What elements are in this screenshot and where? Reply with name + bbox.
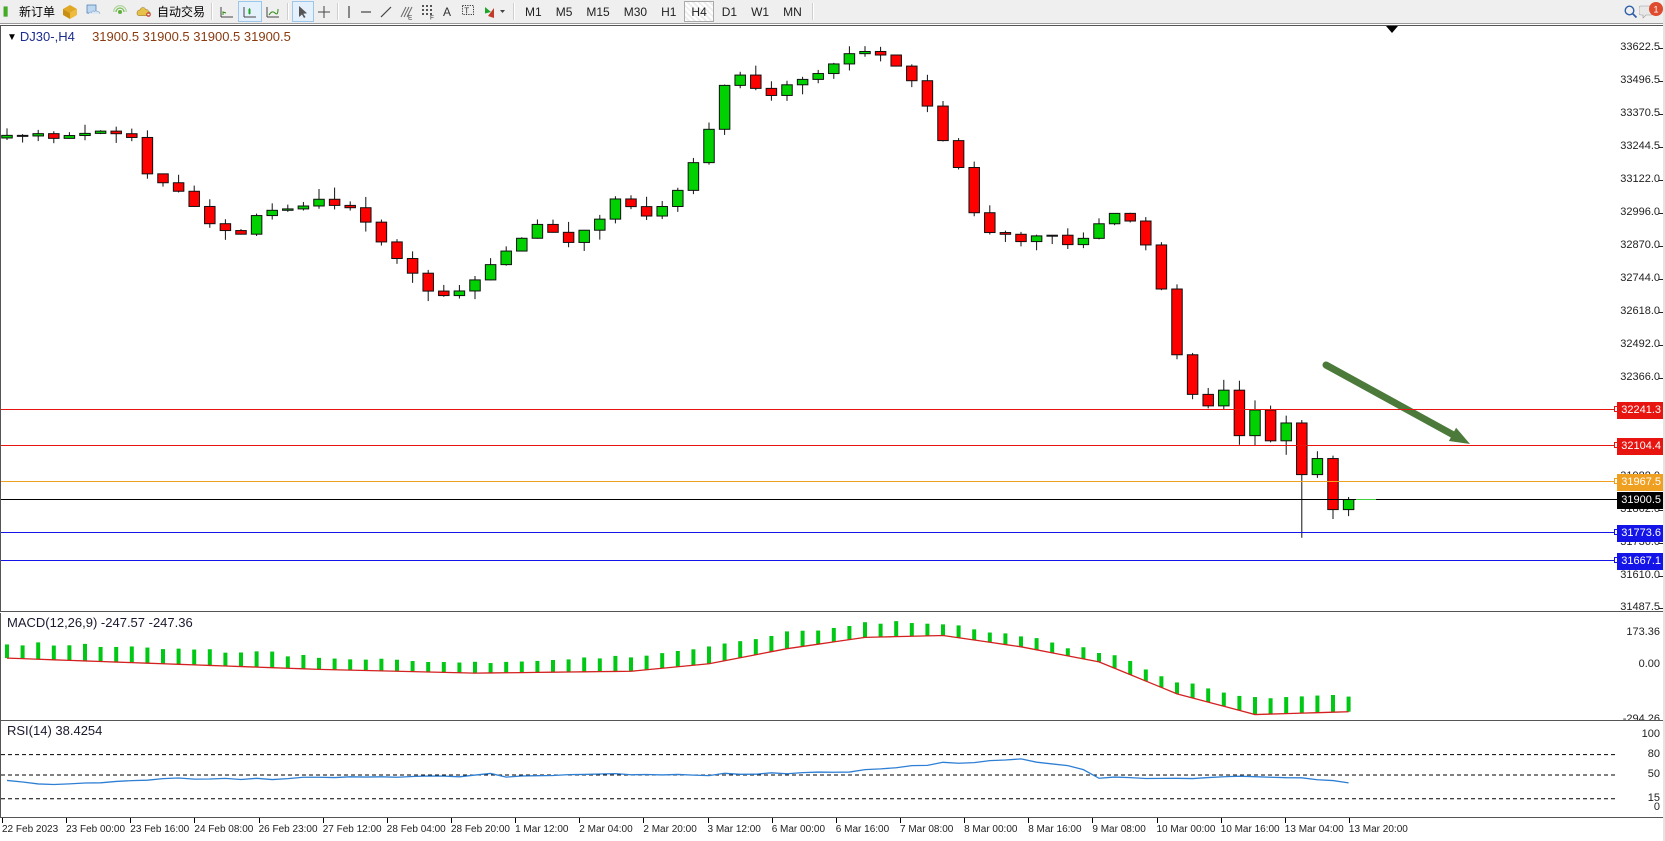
svg-text:T: T [464, 6, 469, 15]
svg-text:F: F [430, 14, 434, 20]
svg-text:1: 1 [1653, 4, 1658, 14]
svg-text:E: E [408, 14, 413, 20]
svg-text:A: A [443, 5, 451, 19]
